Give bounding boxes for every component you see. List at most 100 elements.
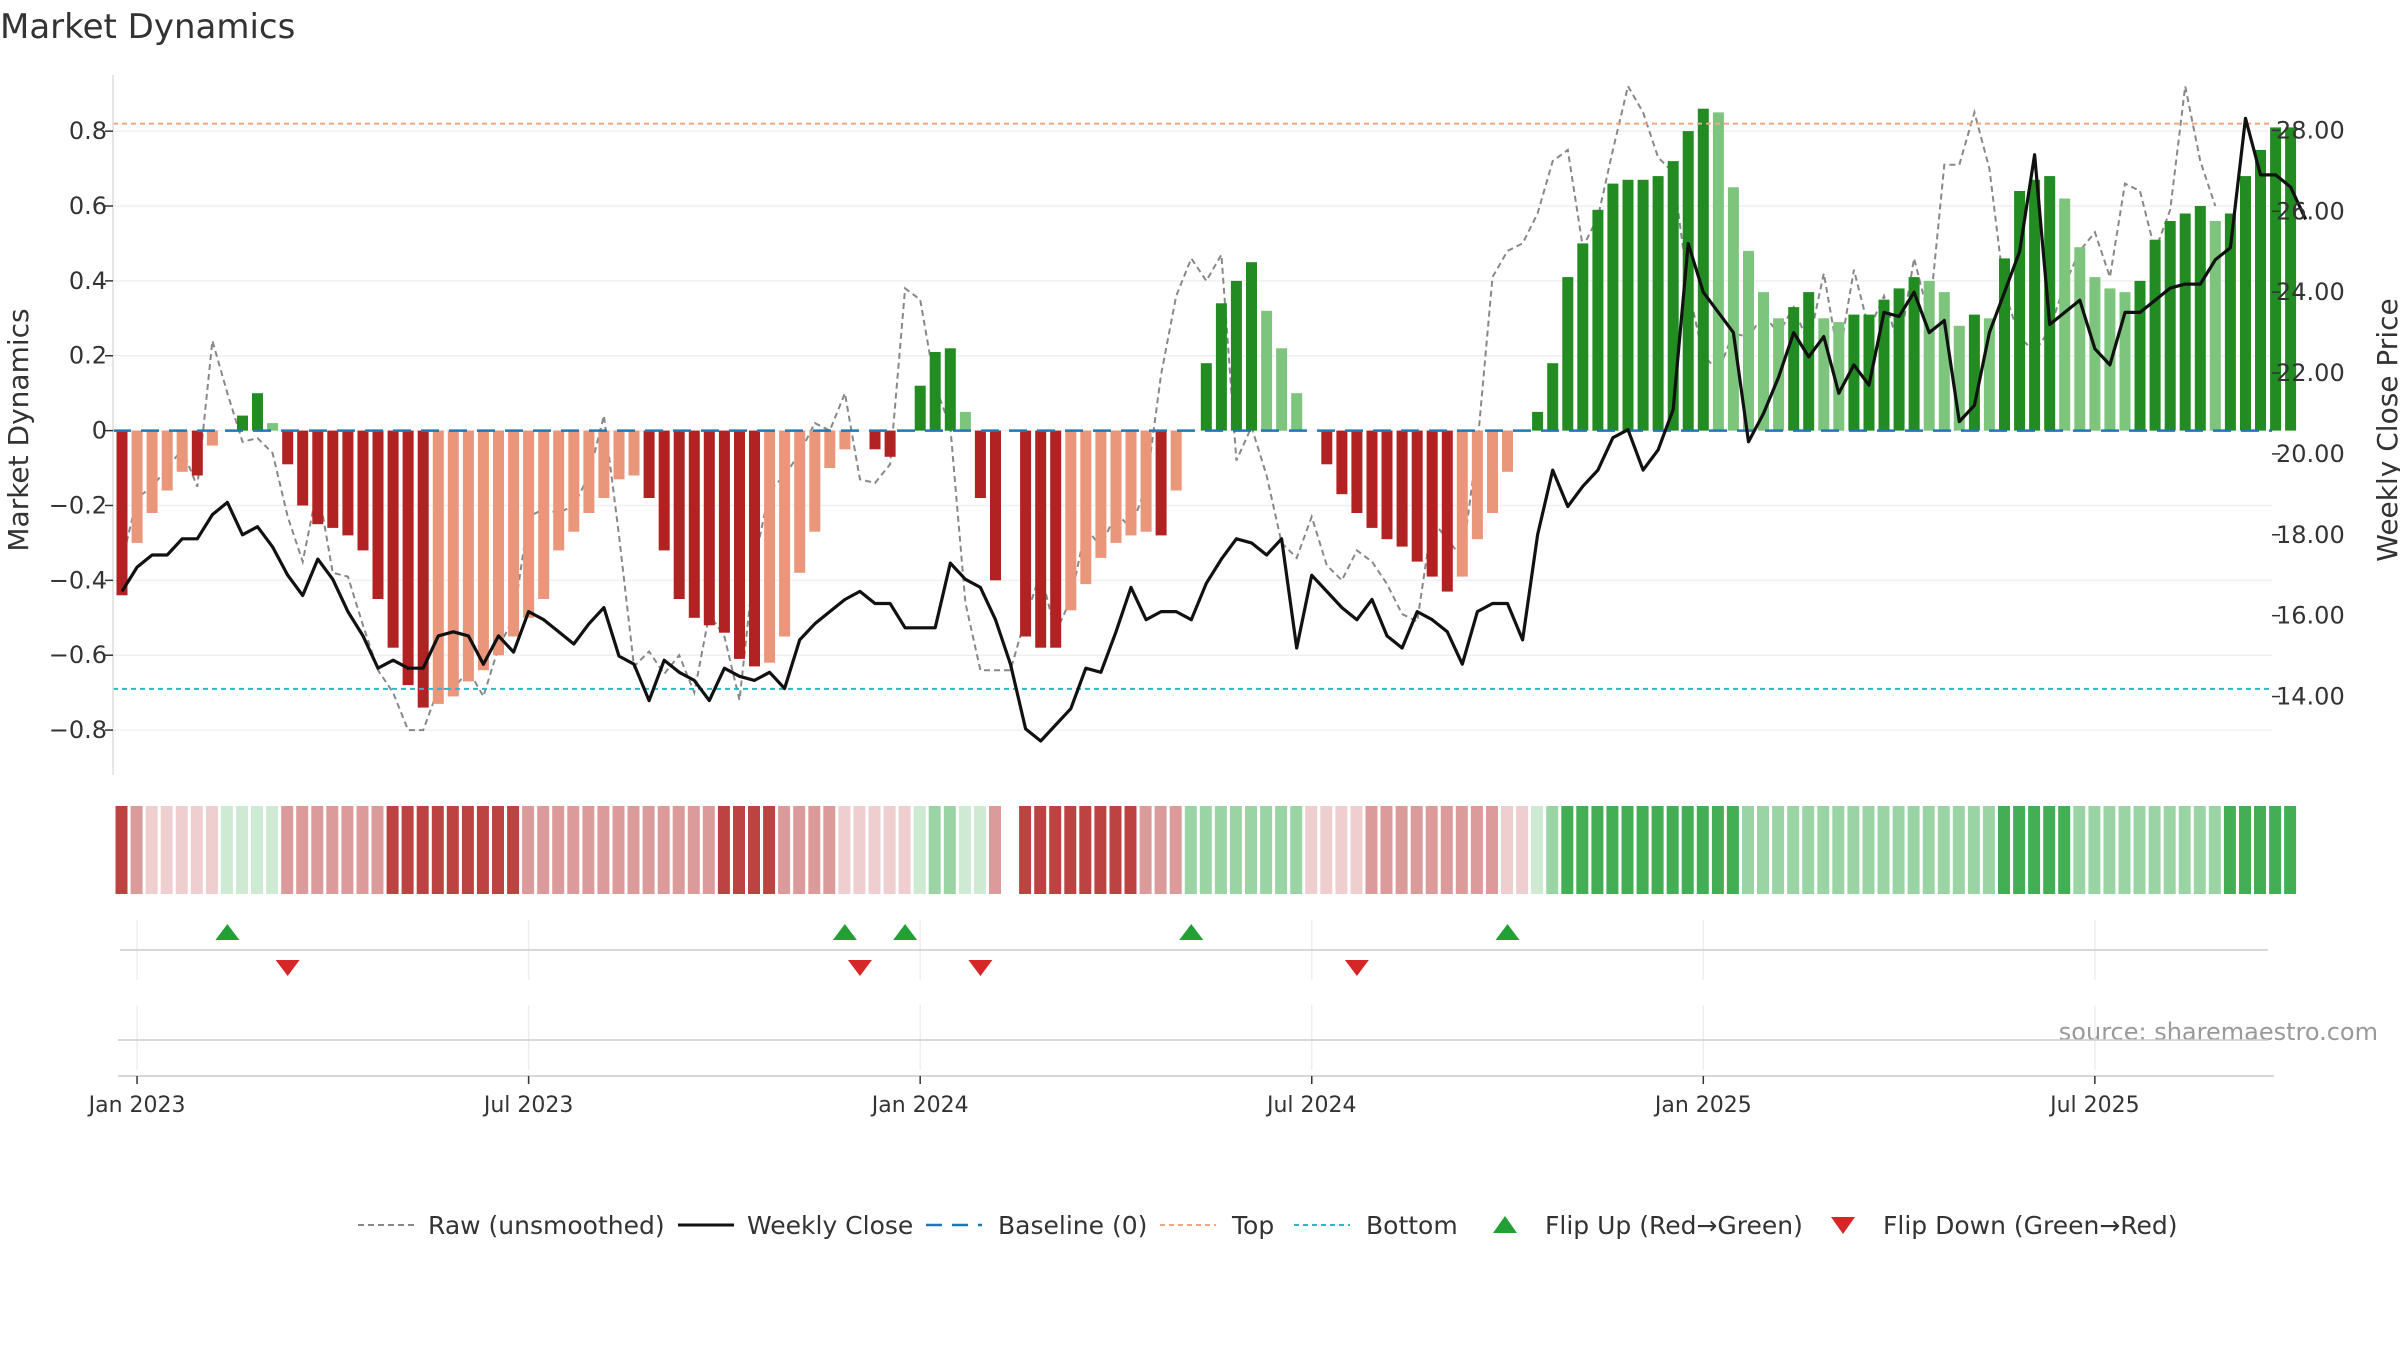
band-cell [1561, 806, 1574, 894]
band-cell [1019, 806, 1032, 894]
band-cell [612, 806, 625, 894]
dynamics-bar [1848, 314, 1860, 431]
dynamics-bar [2224, 213, 2236, 431]
dynamics-bar [1366, 430, 1378, 528]
band-cell [1335, 806, 1348, 894]
legend-label: Bottom [1366, 1211, 1458, 1240]
dynamics-bar [2179, 213, 2191, 431]
dynamics-bar [1411, 430, 1423, 562]
dynamics-bar [1878, 299, 1890, 431]
y-right-tick-label: 14.00 [2276, 683, 2345, 711]
band-cell [326, 806, 339, 894]
legend-label: Raw (unsmoothed) [428, 1211, 665, 1240]
right-axis-title: Weekly Close Price [2371, 298, 2400, 561]
y-right-tick-label: 16.00 [2276, 602, 2345, 630]
dynamics-bar [1230, 280, 1242, 431]
dynamics-bar [267, 423, 279, 431]
legend-label: Baseline (0) [998, 1211, 1147, 1240]
dynamics-bar [779, 430, 791, 637]
dynamics-bar [1065, 430, 1077, 611]
band-cell [2118, 806, 2131, 894]
band-cell [898, 806, 911, 894]
band-cell [1320, 806, 1333, 894]
dynamics-bar [282, 430, 294, 465]
dynamics-bar [929, 352, 941, 431]
band-cell [1034, 806, 1047, 894]
dynamics-bar [673, 430, 685, 599]
dynamics-bar [493, 430, 504, 656]
dynamics-bar [613, 430, 625, 480]
dynamics-bar [357, 430, 369, 551]
dynamics-bar [1863, 314, 1875, 431]
band-cell [190, 806, 203, 894]
dynamics-bar [1321, 430, 1333, 465]
dynamics-bar [1170, 430, 1182, 491]
band-cell [492, 806, 504, 894]
band-cell [1350, 806, 1363, 894]
band-cell [1666, 806, 1679, 894]
band-cell [386, 806, 399, 894]
y-left-tick-label: −0.8 [49, 716, 107, 744]
dynamics-bar [974, 430, 986, 498]
dynamics-bar [1351, 430, 1363, 513]
band-cell [1862, 806, 1875, 894]
band-cell [1982, 806, 1995, 894]
dynamics-bar [116, 430, 128, 596]
band-cell [1410, 806, 1423, 894]
dynamics-bar [2074, 247, 2086, 431]
legend-label: Flip Up (Red→Green) [1545, 1211, 1803, 1240]
dynamics-bar [2194, 206, 2206, 431]
dynamics-bar [1727, 187, 1739, 431]
dynamics-bar [1426, 430, 1438, 577]
band-cell [1576, 806, 1589, 894]
dynamics-bar [1953, 325, 1965, 431]
band-cell [1892, 806, 1905, 894]
band-cell [461, 806, 474, 894]
dynamics-bar [297, 430, 309, 506]
dynamics-bar [914, 385, 926, 431]
y-left-tick-label: 0.2 [69, 342, 107, 370]
dynamics-bar [1607, 183, 1619, 431]
dynamics-bar [1923, 280, 1935, 431]
dynamics-bar [1652, 176, 1664, 431]
band-cell [1591, 806, 1604, 894]
flip-up-marker [893, 924, 918, 940]
dynamics-bar [312, 430, 324, 525]
dynamics-bar [1788, 307, 1800, 431]
y-right-tick-label: 20.00 [2276, 440, 2345, 468]
left-axis-title: Market Dynamics [2, 308, 35, 551]
dynamics-bar [2209, 221, 2221, 431]
band-cell [281, 806, 294, 894]
band-cell [2073, 806, 2086, 894]
band-cell [1636, 806, 1649, 894]
dynamics-bar [884, 430, 896, 457]
flip-up-marker [832, 924, 857, 940]
dynamics-bar [1532, 411, 1544, 431]
band-cell [1229, 806, 1242, 894]
band-cell [853, 806, 866, 894]
dynamics-bar [1456, 430, 1468, 577]
band-cell [838, 806, 851, 894]
dynamics-bar [402, 430, 414, 686]
band-cell [1621, 806, 1634, 894]
band-cell [567, 806, 580, 894]
dynamics-bar [1983, 318, 1995, 431]
band-cell [1440, 806, 1453, 894]
legend-label: Flip Down (Green→Red) [1883, 1211, 2178, 1240]
lower-panels [118, 949, 2274, 1077]
dynamics-bar [598, 430, 610, 498]
y-left-tick-label: −0.4 [49, 566, 107, 594]
dynamics-bar [1637, 179, 1649, 431]
dynamics-bar [1682, 131, 1694, 431]
dynamics-bar [1471, 430, 1483, 540]
right-y-axis: 28.00 26.00 24.00 22.00 20.00 18.00 16.00 14.00 [2272, 116, 2345, 711]
band-cell [1169, 806, 1182, 894]
band-cell [1832, 806, 1845, 894]
band-cell [1275, 806, 1288, 894]
dynamics-bar [718, 430, 730, 633]
band-cell [1817, 806, 1830, 894]
band-cell [1425, 806, 1438, 894]
band-cell [702, 806, 715, 894]
band-cell [1365, 806, 1378, 894]
dynamics-bar [508, 430, 520, 637]
